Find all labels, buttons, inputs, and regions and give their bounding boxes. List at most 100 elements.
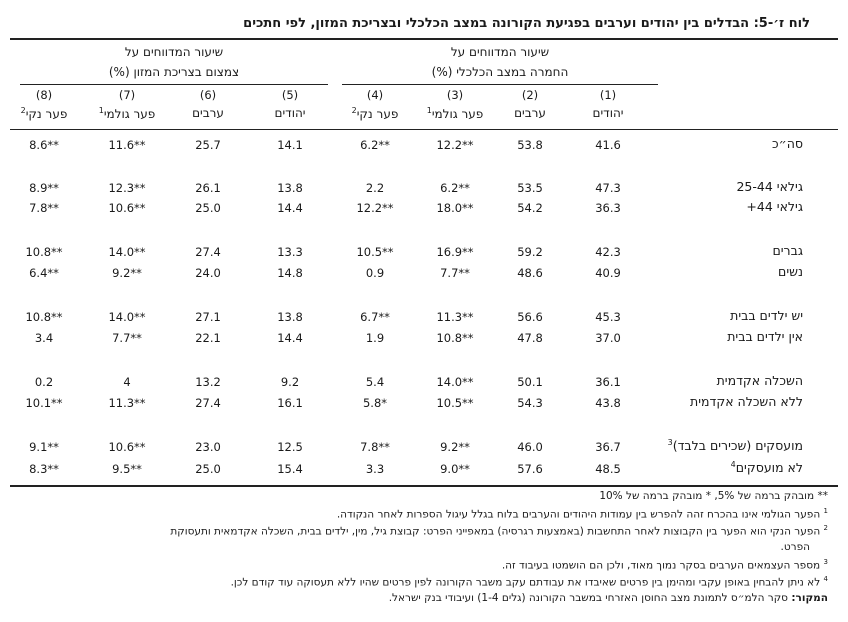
economic-group-header: שיעור המדווחים על החמרה במצב הכלכלי (%) [342, 42, 658, 82]
table-cell: 18.0** [436, 201, 474, 215]
table-cell: 12.2** [436, 138, 474, 152]
table-cell: 13.3 [277, 245, 303, 259]
column-header-label: פער נקי [25, 107, 68, 121]
table-cell: 12.5 [277, 440, 303, 454]
table-cell: 59.2 [517, 245, 543, 259]
table-cell: 10.1** [25, 396, 63, 410]
row-label-text: לא מועסקים [735, 460, 803, 476]
column-header-label: ערבים [192, 106, 224, 120]
table-cell: 22.1 [195, 331, 221, 345]
note-3: 3 מספר העצמאים הערבים בסקר נמוך מאוד, ול… [501, 558, 828, 572]
column-header-3: פער גולמי1 [410, 106, 500, 121]
bottom-rule [10, 485, 838, 487]
column-number-3: (3) [446, 88, 464, 102]
table-cell: 47.8 [517, 331, 543, 345]
economic-group-rule [342, 84, 658, 85]
table-cell: 14.4 [277, 201, 303, 215]
row-label-text: אין ילדים בבית [727, 329, 803, 344]
header-bottom-rule [10, 129, 838, 130]
row-label-footnote: 3 [667, 438, 673, 447]
economic-group-line2: החמרה במצב הכלכלי (%) [431, 65, 569, 79]
table-cell: 48.6 [517, 266, 543, 280]
table-cell: 4 [123, 375, 131, 389]
column-header-footnote: 2 [20, 106, 26, 115]
table-cell: 27.1 [195, 310, 221, 324]
row-label: השכלה אקדמית [717, 373, 803, 388]
row-label: לא מועסקים4 [731, 460, 803, 475]
table-cell: 42.3 [595, 245, 621, 259]
table-cell: 27.4 [195, 396, 221, 410]
table-cell: 53.8 [517, 138, 543, 152]
table-cell: 10.5** [436, 396, 474, 410]
table-cell: 57.6 [517, 462, 543, 476]
column-header-5: יהודים [245, 106, 335, 120]
table-cell: 5.8* [362, 396, 388, 410]
column-header-8: פער נקי2 [0, 106, 89, 121]
table-cell: 8.6** [29, 138, 59, 152]
table-cell: 12.2** [356, 201, 394, 215]
table-cell: 16.1 [277, 396, 303, 410]
table-cell: 14.4 [277, 331, 303, 345]
table-cell: 6.7** [360, 310, 390, 324]
column-header-footnote: 2 [351, 106, 357, 115]
note-4: 4 לא ניתן להבחין באופן עקבי ומהימן בין פ… [230, 575, 828, 589]
column-header-7: פער גולמי1 [82, 106, 172, 121]
column-header-6: ערבים [163, 106, 253, 120]
table-cell: 40.9 [595, 266, 621, 280]
row-label-text: סה״כ [772, 136, 803, 151]
table-cell: 9.2** [440, 440, 470, 454]
row-label-text: נשים [778, 264, 803, 279]
row-label-footnote: 4 [730, 460, 736, 469]
table-cell: 11.6** [108, 138, 146, 152]
table-cell: 10.6** [108, 440, 146, 454]
table-cell: 10.8** [436, 331, 474, 345]
table-cell: 43.8 [595, 396, 621, 410]
table-cell: 25.0 [195, 201, 221, 215]
table-cell: 46.0 [517, 440, 543, 454]
table-cell: 12.3** [108, 181, 146, 195]
table-cell: 10.8** [25, 245, 63, 259]
column-header-label: פער נקי [356, 107, 399, 121]
table-cell: 45.3 [595, 310, 621, 324]
table-cell: 36.1 [595, 375, 621, 389]
top-rule [10, 38, 838, 40]
table-cell: 7.8** [360, 440, 390, 454]
table-cell: 6.2** [440, 181, 470, 195]
row-label: נשים [778, 264, 803, 279]
table-cell: 53.5 [517, 181, 543, 195]
column-header-footnote: 1 [98, 106, 104, 115]
table-cell: 15.4 [277, 462, 303, 476]
table-cell: 10.8** [25, 310, 63, 324]
row-label-text: יש ילדים בבית [730, 308, 803, 323]
row-label: מועסקים (שכירים בלבד)3 [668, 438, 803, 453]
table-cell: 37.0 [595, 331, 621, 345]
note-1: 1 הפער הגולמי אינו בהכרח זהה להפרש בין ע… [336, 507, 828, 521]
row-label: אין ילדים בבית [727, 329, 803, 344]
table-cell: 54.2 [517, 201, 543, 215]
table-cell: 41.6 [595, 138, 621, 152]
note-2: 2 הפער הנקי הוא הפער בין הקבוצות לאחר הת… [170, 524, 828, 538]
note-source: המקור: סקר הלמ״ס לתמונת מצב החוסן האזרחי… [388, 592, 828, 604]
table-cell: 14.0** [108, 245, 146, 259]
table-cell: 7.7** [440, 266, 470, 280]
table-cell: 47.3 [595, 181, 621, 195]
column-number-1: (1) [599, 88, 617, 102]
table-cell: 26.1 [195, 181, 221, 195]
row-label: גילאי 25-44 [736, 179, 803, 194]
table-cell: 9.1** [29, 440, 59, 454]
row-label-text: מועסקים (שכירים בלבד) [672, 438, 803, 454]
food-group-header: שיעור המדווחים על צמצום בצריכת המזון (%) [20, 42, 328, 82]
table-cell: 36.7 [595, 440, 621, 454]
economic-group-line1: שיעור המדווחים על [450, 45, 550, 59]
table-cell: 9.5** [112, 462, 142, 476]
column-number-6: (6) [199, 88, 217, 102]
note-2-continued: הפרט. [780, 541, 811, 553]
table-cell: 14.1 [277, 138, 303, 152]
table-cell: 11.3** [436, 310, 474, 324]
row-label: סה״כ [772, 136, 803, 151]
table-cell: 25.7 [195, 138, 221, 152]
row-label: גילאי 44+ [746, 199, 803, 214]
food-group-rule [20, 84, 328, 85]
column-header-label: פער גולמי [431, 107, 484, 121]
table-cell: 9.2 [280, 375, 300, 389]
